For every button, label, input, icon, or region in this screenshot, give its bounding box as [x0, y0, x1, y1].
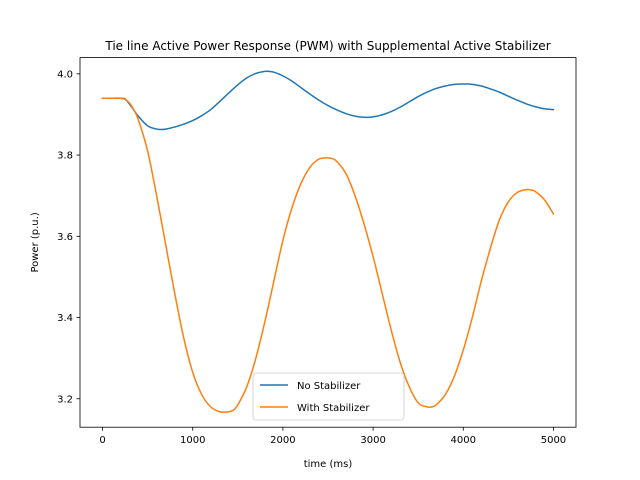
axes-frame — [79, 57, 577, 428]
legend-label-with-stabilizer: With Stabilizer — [297, 403, 370, 414]
plot-area — [80, 57, 576, 428]
x-axis-ticks: 0 1000 2000 3000 4000 5000 — [99, 427, 566, 446]
legend: No Stabilizer With Stabilizer — [252, 372, 405, 421]
x-tick-label: 1000 — [180, 435, 205, 446]
y-tick-label: 3.6 — [57, 232, 73, 243]
legend-box — [252, 372, 405, 421]
y-tick-label: 3.8 — [57, 151, 73, 162]
series-layer — [101, 70, 555, 413]
series-line-with-stabilizer — [101, 97, 555, 413]
x-tick-label: 3000 — [360, 435, 385, 446]
y-axis-ticks: 3.2 3.4 3.6 3.8 4.0 — [57, 69, 80, 405]
x-tick-label: 2000 — [270, 435, 295, 446]
series-line-no-stabilizer — [101, 70, 555, 131]
x-tick-label: 0 — [99, 435, 105, 446]
y-tick-label: 3.4 — [57, 313, 73, 324]
x-tick-label: 5000 — [541, 435, 566, 446]
chart-title: Tie line Active Power Response (PWM) wit… — [104, 39, 550, 53]
y-tick-label: 3.2 — [57, 394, 73, 405]
legend-label-no-stabilizer: No Stabilizer — [297, 381, 361, 392]
x-axis-label: time (ms) — [304, 459, 353, 470]
x-tick-label: 4000 — [451, 435, 476, 446]
y-tick-label: 4.0 — [57, 69, 73, 80]
y-axis-label: Power (p.u.) — [30, 212, 41, 272]
